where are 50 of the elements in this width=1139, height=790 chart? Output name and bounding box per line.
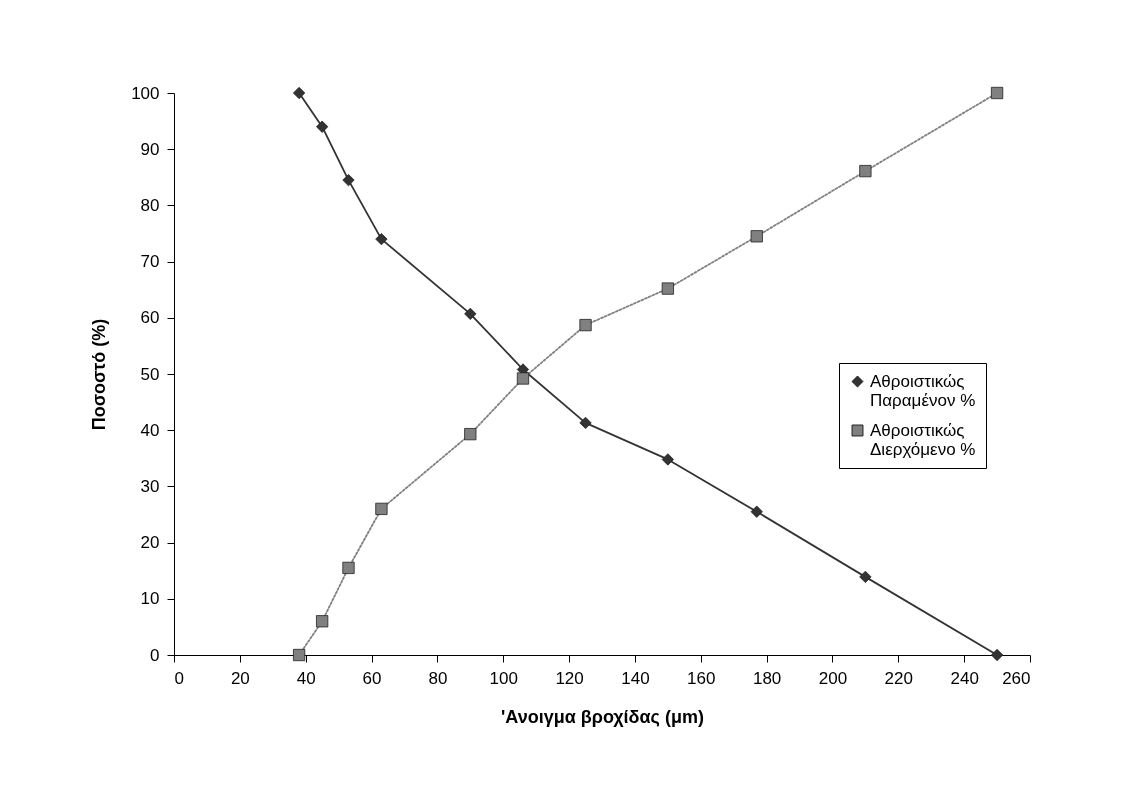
y-tick-label: 90 [140, 139, 160, 159]
x-tick-label: 20 [230, 668, 250, 688]
legend-label: Αθροιστικώς Παραμένον % [870, 371, 976, 410]
point [464, 307, 477, 320]
point [750, 230, 763, 243]
point [859, 165, 872, 178]
point [342, 174, 355, 187]
point [990, 648, 1004, 662]
y-tick-label: 70 [140, 252, 160, 272]
y-tick-label: 30 [140, 476, 160, 496]
point [293, 648, 306, 662]
x-tick-label: 0 [174, 668, 184, 688]
point [859, 570, 872, 583]
point [316, 615, 329, 628]
y-tick-label: 10 [140, 589, 160, 609]
y-tick-label: 80 [140, 195, 160, 215]
x-tick-label: 100 [489, 668, 518, 688]
point [316, 120, 329, 133]
point [661, 453, 674, 466]
y-axis-title: Ποσοστό (%) [89, 318, 110, 431]
point [342, 561, 355, 574]
point [579, 416, 592, 429]
y-tick-label: 0 [150, 645, 160, 665]
x-tick-label: 220 [884, 668, 913, 688]
x-tick-label: 240 [950, 668, 979, 688]
x-tick-label: 160 [687, 668, 716, 688]
point [516, 372, 530, 385]
legend-label: Αθροιστικώς Διερχόμενο % [870, 420, 976, 459]
point [750, 505, 763, 518]
point [375, 233, 388, 246]
x-tick-label: 200 [818, 668, 848, 688]
point [293, 86, 306, 100]
y-tick-label: 100 [131, 83, 160, 103]
y-tick-label: 50 [140, 364, 160, 384]
x-tick-label: 260 [1002, 668, 1031, 688]
x-tick-label: 40 [296, 668, 316, 688]
x-tick-label: 120 [555, 668, 584, 688]
x-tick-label: 140 [621, 668, 650, 688]
point [990, 86, 1004, 100]
point [464, 428, 477, 441]
y-tick-label: 20 [140, 533, 160, 553]
point [579, 319, 592, 332]
y-tick-label: 40 [140, 420, 160, 440]
point [375, 502, 388, 515]
x-tick-label: 180 [752, 668, 782, 688]
x-axis-title: 'Ανοιγμα βροχίδας (μm) [501, 706, 704, 727]
y-tick-label: 60 [140, 308, 160, 328]
point [661, 282, 674, 295]
x-tick-label: 80 [428, 668, 448, 688]
x-tick-label: 60 [362, 668, 382, 688]
